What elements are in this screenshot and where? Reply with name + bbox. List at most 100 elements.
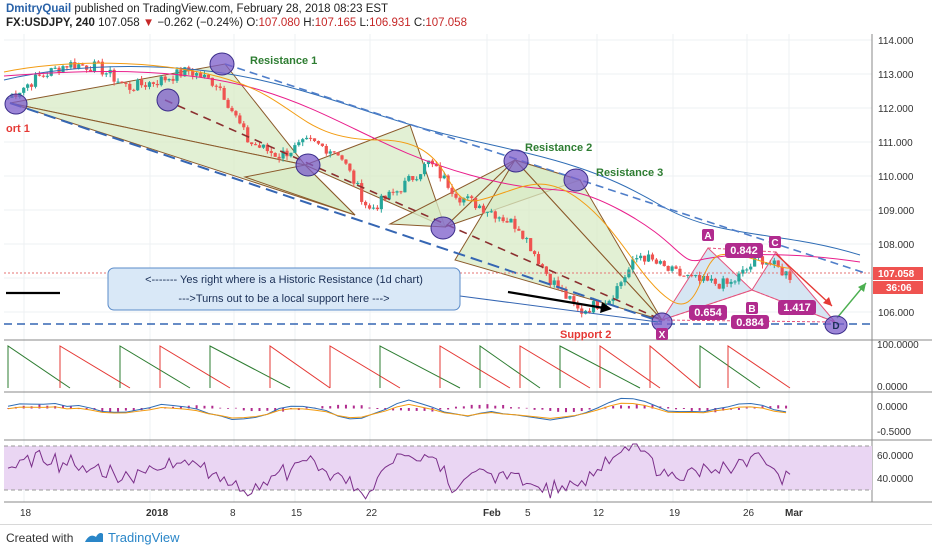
candle-body xyxy=(701,275,706,281)
date-tick: 15 xyxy=(291,508,303,519)
candle-body xyxy=(576,303,580,309)
candle-body xyxy=(764,263,769,265)
macd-histogram-bar xyxy=(572,408,575,412)
change-value: −0.262 (−0.24%) xyxy=(157,17,244,29)
candle-body xyxy=(308,137,313,139)
price-tick: 114.000 xyxy=(878,36,914,47)
macd-signal-line xyxy=(7,402,787,419)
candle-body xyxy=(595,301,600,309)
candle-body xyxy=(709,278,714,281)
candle-body xyxy=(729,281,733,284)
date-tick: Mar xyxy=(785,508,803,519)
oscillator-line xyxy=(59,345,131,389)
macd-histogram-bar xyxy=(124,408,127,411)
candle-body xyxy=(572,296,576,304)
rsi-axis-tick: 40.0000 xyxy=(877,474,914,485)
candle-body xyxy=(26,84,30,88)
oscillator-line xyxy=(209,345,291,389)
candle-body xyxy=(694,275,698,277)
macd-histogram-bar xyxy=(502,404,505,409)
candle-body xyxy=(454,193,458,198)
date-tick: 5 xyxy=(525,508,531,519)
candle-body xyxy=(253,144,258,146)
resistance-3-label: Resistance 3 xyxy=(596,167,663,179)
candle-body xyxy=(132,89,136,91)
ratio-label: 0.654 xyxy=(694,307,722,319)
macd-histogram-bar xyxy=(494,405,497,409)
candle-body xyxy=(505,221,509,223)
candle-body xyxy=(430,160,435,165)
macd-histogram-bar xyxy=(635,404,638,409)
candle-body xyxy=(238,115,242,124)
low-label: L: xyxy=(359,17,370,29)
pivot-markers xyxy=(4,52,848,335)
ma-fast-line xyxy=(3,62,791,305)
candle-body xyxy=(780,266,784,276)
candle-body xyxy=(179,69,183,77)
high-label: H: xyxy=(303,17,315,29)
candle-body xyxy=(434,164,438,167)
symbol-header: FX:USDJPY, 240 107.058 ▼ −0.262 (−0.24%)… xyxy=(6,16,467,30)
candle-body xyxy=(136,79,140,91)
macd-histogram-bar xyxy=(423,408,426,411)
note-callout[interactable]: <------- Yes right where is a Historic R… xyxy=(107,267,659,323)
tradingview-brand-link[interactable]: TradingView xyxy=(108,530,180,545)
candle-body xyxy=(96,61,100,63)
candle-body xyxy=(737,273,741,282)
macd-histogram-bar xyxy=(85,408,88,410)
candle-body xyxy=(371,207,376,209)
candle-body xyxy=(222,87,226,100)
candle-body xyxy=(753,257,757,267)
candle-body xyxy=(246,127,250,143)
last-price-value: 107.058 xyxy=(878,269,915,280)
candle-body xyxy=(544,266,548,274)
macd-histogram-bar xyxy=(62,405,65,409)
date-tick: 12 xyxy=(593,508,605,519)
oscillator-line xyxy=(379,345,461,389)
candle-body xyxy=(77,64,81,69)
candle-body xyxy=(686,274,690,277)
candle-body xyxy=(422,164,427,175)
candle-body xyxy=(257,145,262,148)
macd-histogram-bar xyxy=(179,406,182,409)
candle-body xyxy=(37,74,42,76)
candle-body xyxy=(477,205,482,209)
change-arrow-icon: ▼ xyxy=(142,17,155,29)
point-c-label: C xyxy=(771,238,778,249)
pivot-circle xyxy=(430,216,456,240)
chart-canvas[interactable]: Resistance 1 Resistance 2 Resistance 3 o… xyxy=(0,0,932,524)
last-price-badge xyxy=(873,267,923,280)
author-link[interactable]: DmitryQuail xyxy=(6,3,72,15)
candle-body xyxy=(458,197,462,203)
candle-body xyxy=(525,238,529,240)
macd-histogram-bar xyxy=(148,408,151,409)
resistance-2-label: Resistance 2 xyxy=(525,142,592,154)
tradingview-logo-icon[interactable] xyxy=(84,530,104,549)
ratio-label: 0.842 xyxy=(730,245,758,257)
candle-body xyxy=(639,255,643,259)
date-tick: 19 xyxy=(669,508,681,519)
symbol-label[interactable]: FX:USDJPY, 240 xyxy=(6,17,95,29)
note-line-2: --->Turns out to be a local support here… xyxy=(178,293,389,305)
candle-body xyxy=(650,254,655,260)
macd-histogram-bar xyxy=(627,405,630,409)
candle-body xyxy=(552,280,556,285)
candle-body xyxy=(230,107,234,112)
open-label: O: xyxy=(246,17,259,29)
candle-body xyxy=(772,260,776,265)
macd-histogram-bar xyxy=(620,405,623,409)
candle-body xyxy=(53,67,57,69)
candle-body xyxy=(556,280,560,289)
macd-histogram-bar xyxy=(565,408,568,413)
price-tick: 108.000 xyxy=(878,240,915,251)
macd-histogram-bar xyxy=(69,406,72,409)
candle-body xyxy=(273,152,277,157)
candle-body xyxy=(183,67,187,77)
date-tick: Feb xyxy=(483,508,501,519)
candle-body xyxy=(206,74,211,78)
candle-body xyxy=(356,183,360,185)
candle-body xyxy=(654,259,658,264)
macd-histogram-bar xyxy=(714,408,717,413)
pivot-circle xyxy=(563,168,589,192)
macd-histogram-bar xyxy=(321,406,324,409)
